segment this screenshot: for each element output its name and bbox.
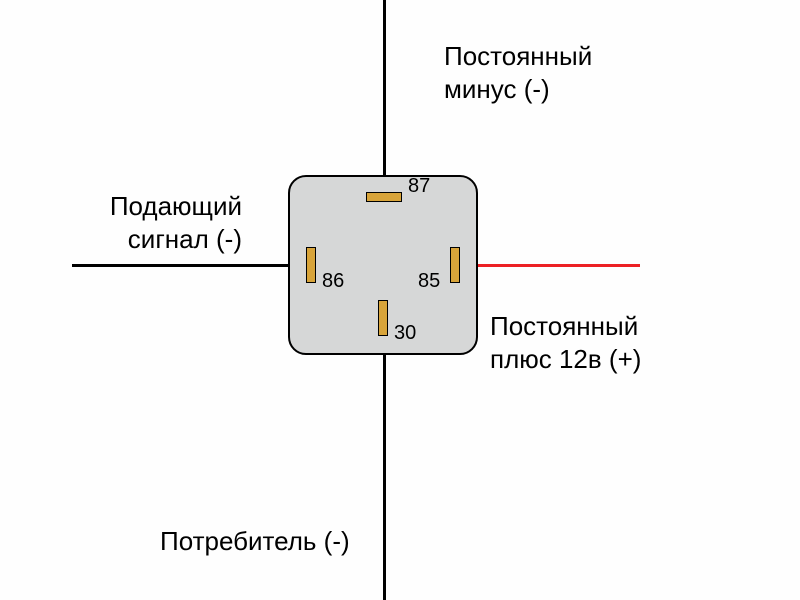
pin-85-label: 85	[418, 270, 440, 293]
label-top-line2: минус (-)	[444, 73, 592, 106]
pin-87-label: 87	[408, 175, 430, 198]
label-right-line2: плюс 12в (+)	[490, 343, 641, 376]
wire-bottom	[383, 336, 386, 600]
pin-86	[306, 247, 316, 283]
pin-85	[450, 247, 460, 283]
pin-86-label: 86	[322, 270, 344, 293]
wire-top	[383, 0, 386, 192]
label-right: Постоянный плюс 12в (+)	[490, 310, 641, 375]
label-bottom-line1: Потребитель (-)	[160, 526, 350, 556]
diagram-canvas: 87 86 85 30 Постоянный минус (-) Подающи…	[0, 0, 800, 600]
wire-left	[72, 264, 306, 267]
label-left: Подающий сигнал (-)	[72, 190, 242, 255]
pin-30	[378, 300, 388, 336]
pin-87	[366, 192, 402, 202]
wire-right	[460, 264, 640, 267]
label-left-line1: Подающий	[72, 190, 242, 223]
label-top-line1: Постоянный	[444, 40, 592, 73]
label-left-line2: сигнал (-)	[72, 223, 242, 256]
label-right-line1: Постоянный	[490, 310, 641, 343]
pin-30-label: 30	[394, 322, 416, 345]
label-bottom: Потребитель (-)	[160, 525, 350, 558]
label-top: Постоянный минус (-)	[444, 40, 592, 105]
